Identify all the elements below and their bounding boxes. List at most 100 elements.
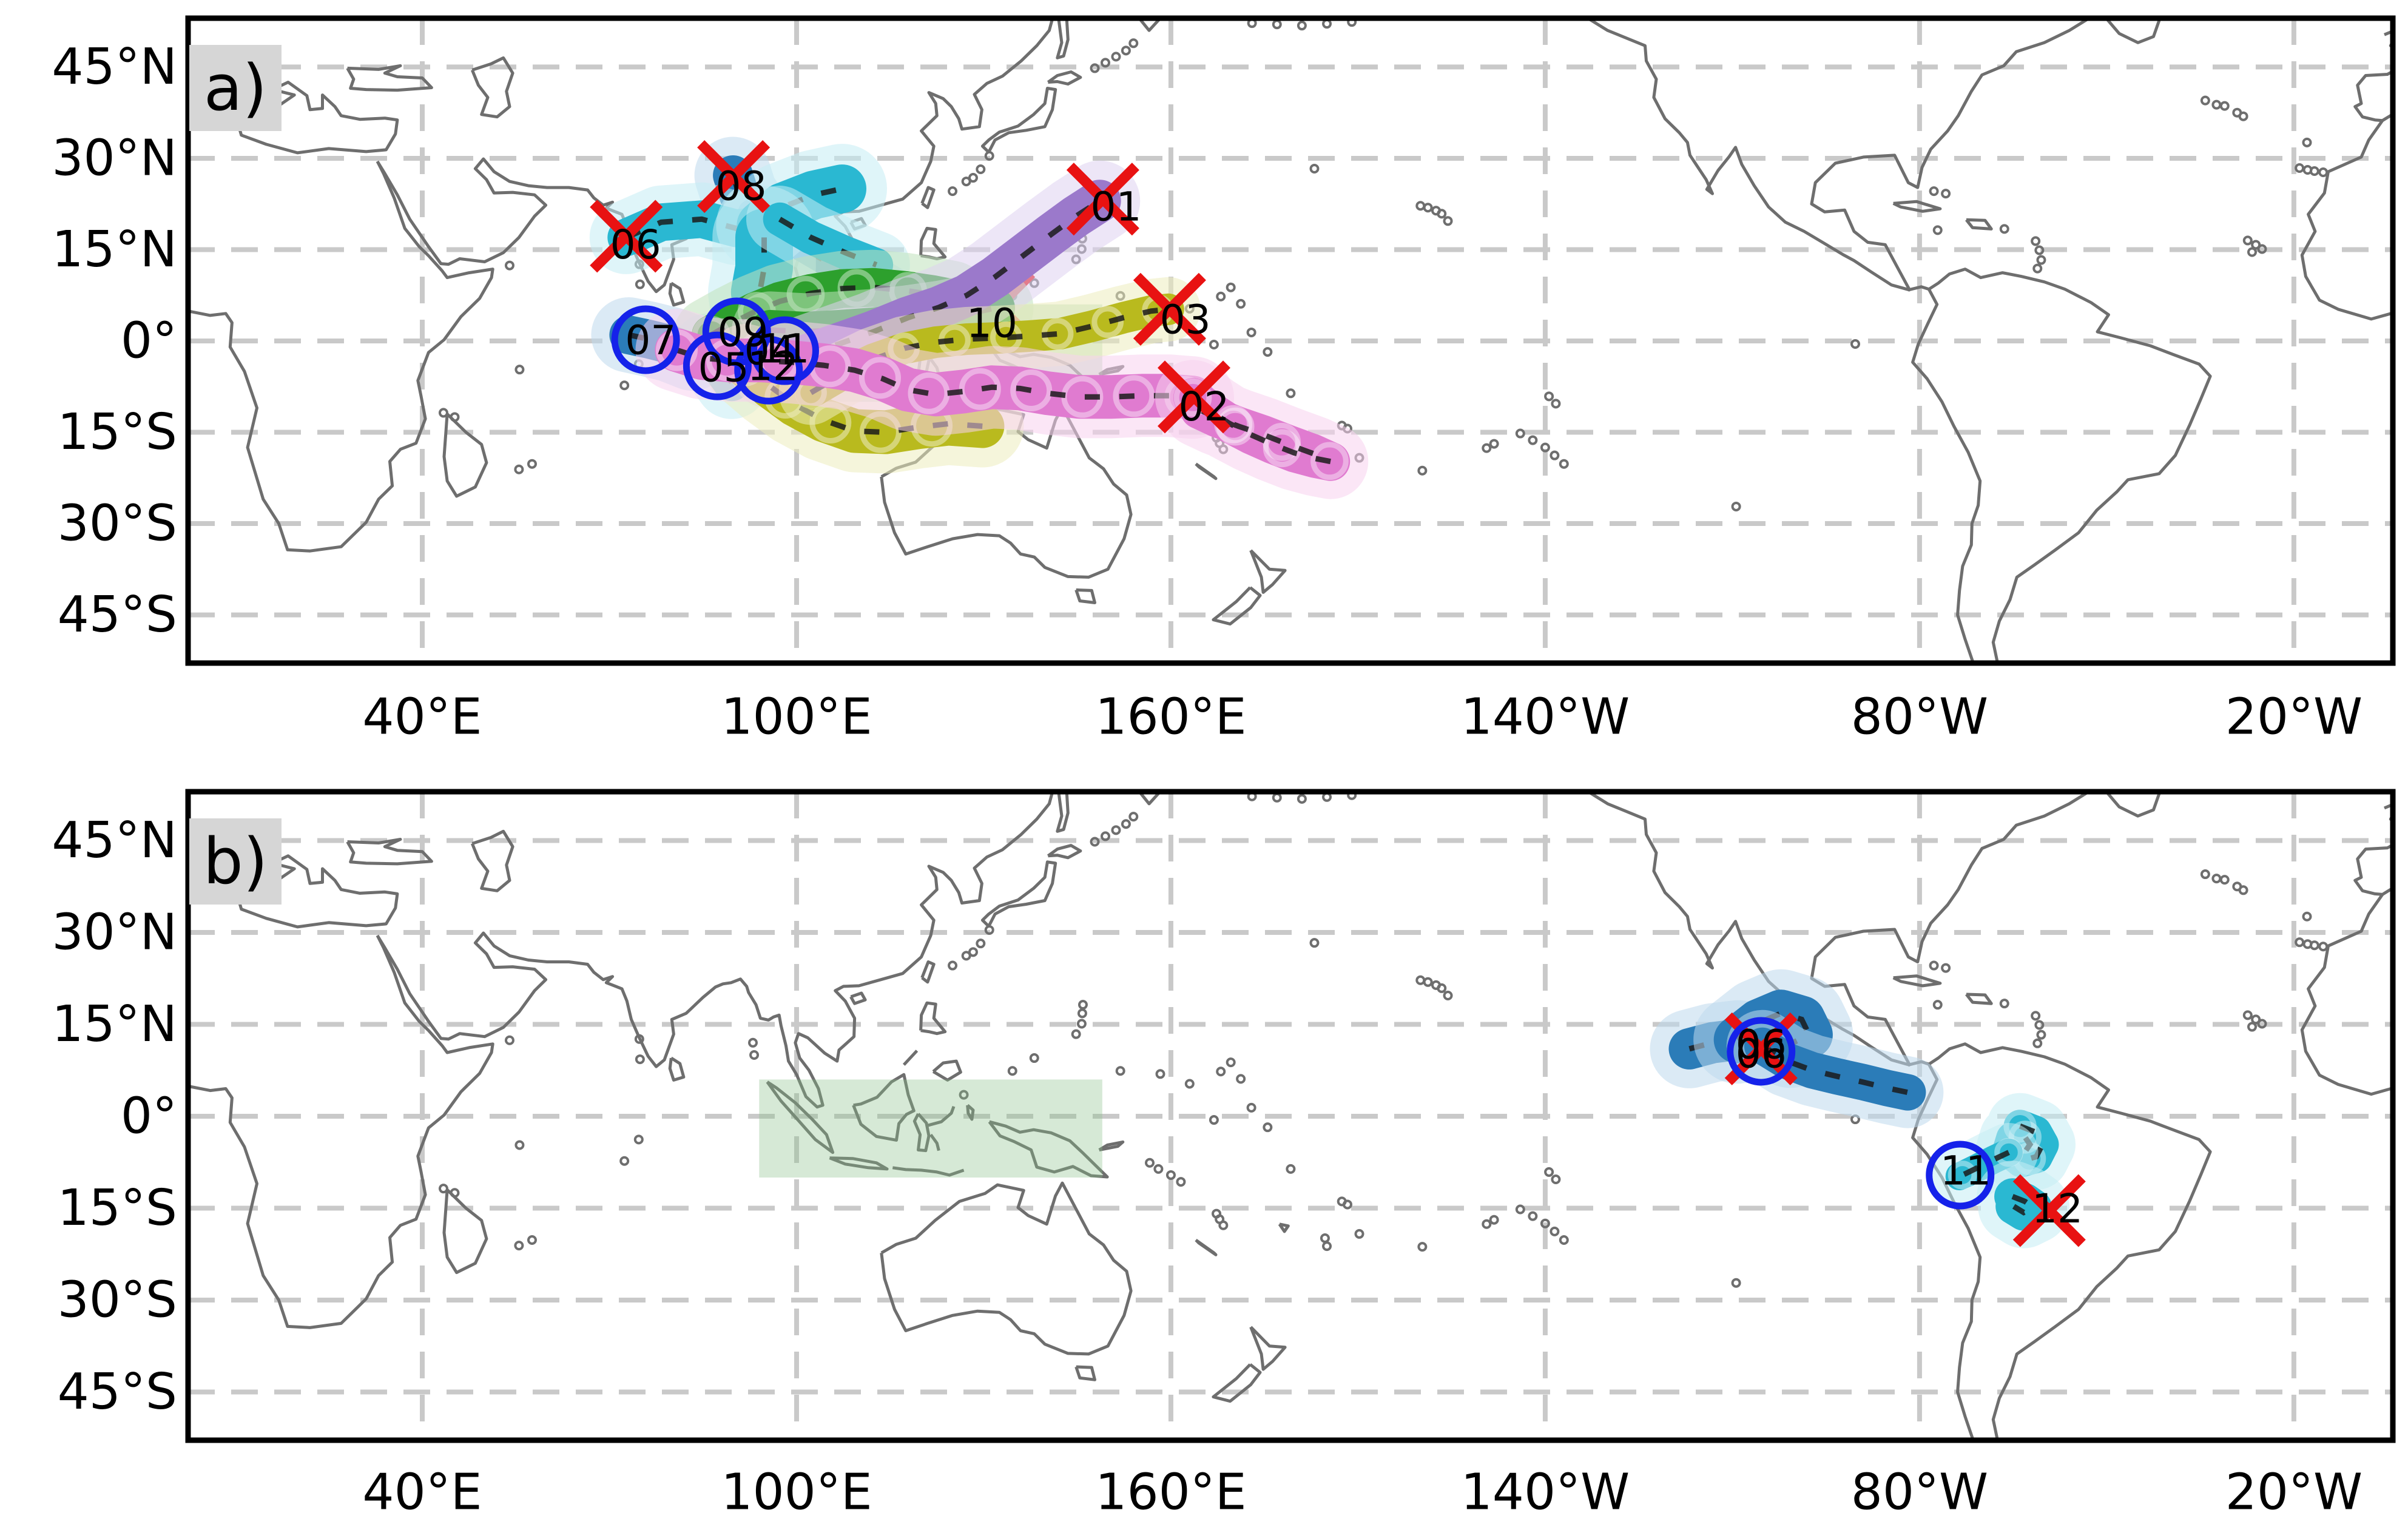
- termination-cross-marker: [697, 140, 771, 214]
- island-dot: [961, 177, 971, 187]
- track-centerline: [1191, 395, 1332, 465]
- coastline: [2353, 843, 2393, 896]
- coastline: [988, 1120, 1109, 1179]
- coastline: [920, 186, 936, 209]
- coastline: [980, 87, 1057, 153]
- genesis-circle-marker: [750, 316, 819, 385]
- panel-a-letter: a): [189, 45, 282, 131]
- island-dot: [514, 464, 524, 474]
- island-dot: [1417, 465, 1428, 476]
- island-dot: [1550, 450, 1560, 460]
- island-dot: [1540, 442, 1550, 453]
- track-centerline: [1958, 1150, 2010, 1179]
- island-dot: [1482, 1219, 1492, 1229]
- track-centerline: [1761, 1043, 1909, 1096]
- event-label-06: 06: [610, 221, 661, 268]
- event-label-04: 04: [744, 328, 795, 374]
- island-dot: [1184, 1079, 1195, 1089]
- island-dot: [984, 150, 994, 161]
- coastline: [1588, 792, 1930, 1067]
- island-dot: [2295, 937, 2305, 948]
- island-dot: [1297, 794, 1307, 804]
- termination-cross-marker: [590, 200, 663, 273]
- coastline: [1911, 1042, 2212, 1440]
- island-dot: [1443, 216, 1453, 226]
- island-dot: [1272, 792, 1282, 803]
- island-dot: [2032, 263, 2043, 274]
- x-tick-label: 100°E: [721, 689, 872, 746]
- island-dot: [2211, 99, 2222, 110]
- island-dot: [1528, 1211, 1538, 1221]
- event-label-03: 03: [1160, 296, 1211, 343]
- island-dot: [2302, 137, 2312, 147]
- coastline: [1056, 18, 1070, 59]
- island-dot: [1153, 1164, 1164, 1174]
- track-ring: [1263, 429, 1301, 468]
- coastline: [668, 1056, 686, 1082]
- island-dot: [438, 408, 448, 418]
- y-tick-label: 15°S: [58, 403, 177, 461]
- island-dot: [1078, 1000, 1088, 1010]
- panel-border: [185, 15, 2396, 666]
- island-dot: [2318, 942, 2329, 952]
- island-dot: [1144, 1158, 1155, 1168]
- island-dot: [2238, 885, 2248, 895]
- track-ring: [1948, 1161, 1977, 1190]
- coastline: [1278, 1222, 1290, 1233]
- y-tick-label: 0°: [121, 312, 177, 370]
- track-ring: [1113, 375, 1155, 417]
- island-dot: [961, 951, 971, 961]
- island-dot: [1482, 443, 1492, 453]
- coastline: [2300, 120, 2393, 321]
- island-dot: [1544, 391, 1554, 402]
- island-dot: [634, 1034, 644, 1044]
- island-dot: [1559, 459, 1569, 469]
- island-dot: [1077, 1008, 1087, 1019]
- coastline: [919, 226, 947, 260]
- panel-border: [185, 789, 2396, 1443]
- island-dot: [1090, 837, 1100, 847]
- island-dot: [968, 947, 978, 957]
- island-dot: [1076, 1019, 1087, 1029]
- island-dot: [1322, 19, 1332, 29]
- island-dot: [1246, 1102, 1256, 1113]
- y-tick-label: 0°: [121, 1088, 177, 1145]
- track-ring: [1310, 442, 1349, 480]
- island-dot: [1111, 825, 1121, 835]
- island-dot: [2211, 874, 2222, 884]
- island-dot: [2251, 1014, 2261, 1025]
- island-dot: [1941, 963, 1951, 973]
- coastline: [919, 1001, 947, 1036]
- x-tick-label: 140°W: [1461, 689, 1630, 746]
- island-dot: [1100, 58, 1110, 68]
- island-dot: [2200, 869, 2210, 880]
- coastline: [442, 1188, 488, 1275]
- island-dot: [2309, 166, 2319, 177]
- coastline: [470, 829, 514, 892]
- island-dot: [1263, 1122, 1273, 1133]
- coastline: [932, 1059, 962, 1082]
- island-dot: [1999, 999, 2009, 1009]
- coastline: [852, 1073, 916, 1142]
- y-tick-label: 15°S: [58, 1179, 177, 1237]
- x-tick-label: 160°E: [1095, 689, 1246, 746]
- island-dot: [2238, 111, 2248, 121]
- coastline: [1047, 70, 1082, 86]
- island-dot: [1176, 1177, 1186, 1187]
- island-dot: [2247, 1022, 2258, 1032]
- island-dot: [1347, 792, 1357, 800]
- coastline: [1195, 462, 1218, 480]
- coastline: [346, 838, 433, 866]
- coastline: [929, 1133, 940, 1151]
- island-dot: [2242, 235, 2253, 246]
- genesis-circle-marker: [1926, 1141, 1995, 1210]
- coastline: [1212, 586, 1262, 626]
- island-dot: [1128, 38, 1139, 49]
- island-dot: [2036, 1030, 2046, 1040]
- x-tick-label: 20°W: [2225, 689, 2362, 746]
- island-dot: [1246, 327, 1256, 337]
- event-label-11: 11: [1940, 1147, 1991, 1194]
- island-dot: [1286, 388, 1296, 399]
